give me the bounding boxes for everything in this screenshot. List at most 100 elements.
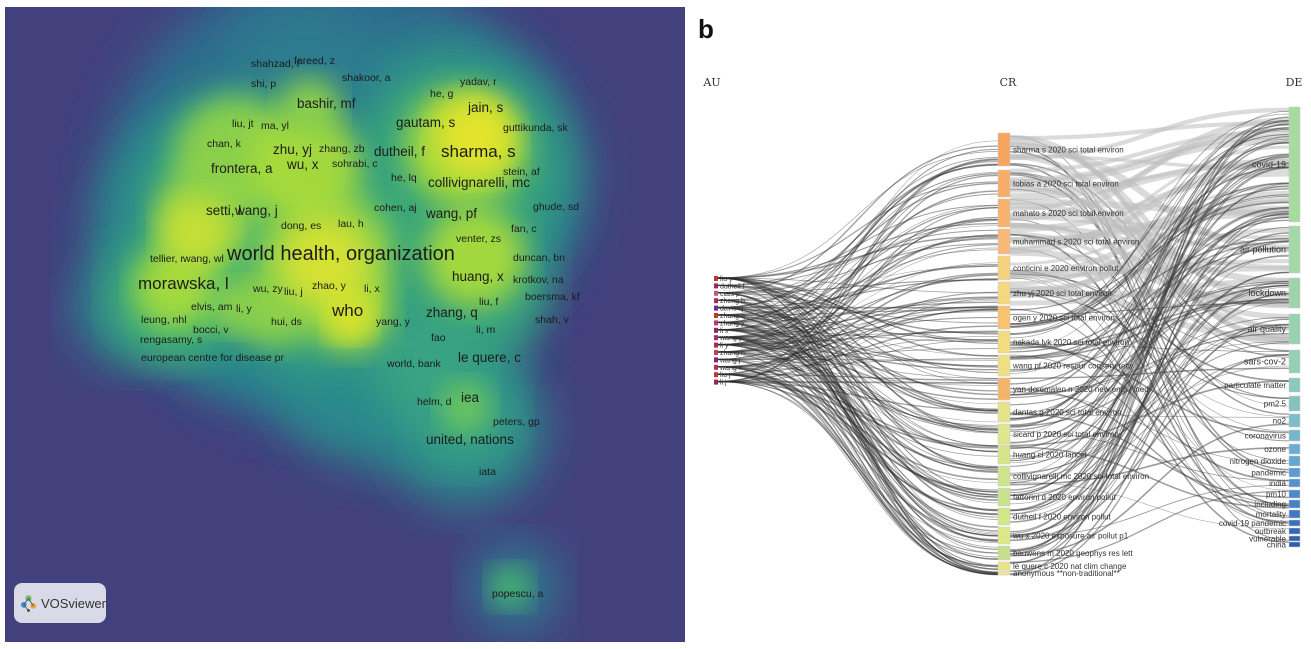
- cr-node-label: ogen y 2020 sci total environ: [1013, 314, 1115, 323]
- au-node-label: li j: [720, 380, 727, 387]
- au-node: [714, 328, 718, 333]
- de-node: [1289, 226, 1300, 273]
- density-term-label: liu, jt: [232, 118, 254, 130]
- de-node-label: mortality: [1256, 510, 1286, 519]
- density-term-label: bashir, mf: [297, 96, 356, 111]
- density-term-label: tellier, r: [150, 253, 184, 265]
- de-node: [1289, 378, 1300, 392]
- density-term-label: fao: [431, 332, 446, 344]
- cr-node: [998, 527, 1010, 544]
- au-node-label: liu j: [720, 372, 731, 379]
- au-node: [714, 306, 718, 311]
- cr-node: [998, 331, 1010, 353]
- de-node: [1289, 456, 1300, 466]
- cr-node: [998, 229, 1010, 254]
- cr-node: [998, 445, 1010, 464]
- cr-node: [998, 562, 1010, 570]
- density-term-label: li, x: [364, 283, 381, 295]
- density-term-label: rengasamy, s: [140, 334, 202, 346]
- cr-node: [998, 306, 1010, 329]
- density-term-label: li, y: [236, 303, 253, 315]
- de-node-label: ozone: [1264, 445, 1286, 454]
- cr-node: [998, 170, 1010, 197]
- au-node-label: wang x: [719, 365, 743, 372]
- cr-node: [998, 402, 1010, 422]
- density-term-label: sharma, s: [441, 142, 516, 161]
- cr-node: [998, 424, 1010, 444]
- cr-node-label: muhammad s 2020 sci total environ: [1013, 238, 1139, 247]
- au-node-label: zhang q: [720, 313, 745, 320]
- density-term-label: ma, yl: [261, 120, 289, 132]
- density-term-label: gautam, s: [396, 115, 456, 130]
- density-term-label: fareed, z: [294, 55, 335, 67]
- density-term-label: huang, x: [452, 269, 504, 284]
- de-node-label: covid-19: [1252, 160, 1286, 170]
- density-term-label: he, g: [430, 88, 454, 100]
- cr-node: [998, 378, 1010, 400]
- de-node: [1289, 490, 1300, 498]
- density-term-label: guttikunda, sk: [503, 122, 569, 134]
- density-term-label: world health, organization: [226, 243, 455, 265]
- density-term-label: liu, f: [479, 296, 498, 308]
- de-node-label: pandemic: [1251, 469, 1286, 478]
- density-term-label: ghude, sd: [533, 201, 579, 213]
- density-term-label: boersma, kf: [525, 291, 580, 303]
- column-header-de: DE: [1286, 76, 1303, 89]
- de-node: [1289, 479, 1300, 487]
- au-node-label: li x: [720, 328, 729, 335]
- de-node: [1289, 107, 1300, 222]
- cr-node-label: mahato s 2020 sci total environ: [1013, 209, 1124, 218]
- density-term-label: iata: [479, 466, 496, 478]
- density-term-label: liu, j: [284, 286, 303, 298]
- density-term-label: zhang, zb: [319, 143, 365, 155]
- density-term-label: popescu, a: [492, 588, 544, 600]
- de-node: [1289, 430, 1300, 441]
- cr-node-label: dutheil f 2020 environ pollut: [1013, 513, 1112, 522]
- sankey-link-au-cr: [718, 374, 998, 566]
- cr-node-label: sharma s 2020 sci total environ: [1013, 146, 1124, 155]
- cr-node-label: dantas g 2020 sci total environ: [1013, 408, 1122, 417]
- density-term-label: united, nations: [426, 432, 514, 447]
- au-node-label: zhang y: [720, 320, 745, 327]
- density-term-label: yang, y: [376, 316, 411, 328]
- cr-node-label: sicard p 2020 sci total environ: [1013, 430, 1119, 439]
- au-node: [714, 298, 718, 303]
- cr-node: [998, 546, 1010, 560]
- density-term-label: krotkov, na: [513, 274, 564, 286]
- de-node: [1289, 468, 1300, 477]
- cr-node-label: fattorini d 2020 environ pollut: [1013, 493, 1117, 502]
- au-node-label: dutheil f: [720, 283, 745, 290]
- cr-node: [998, 199, 1010, 227]
- de-node-label: coronavirus: [1245, 432, 1286, 441]
- density-term-label: hui, ds: [271, 316, 302, 328]
- au-node: [714, 343, 718, 348]
- cr-node: [998, 488, 1010, 506]
- au-node: [714, 350, 718, 355]
- cr-node: [998, 133, 1010, 166]
- density-term-label: shi, p: [251, 78, 276, 90]
- density-term-label: collivignarelli, mc: [428, 175, 530, 190]
- au-node-label: wang j: [719, 357, 741, 364]
- au-node: [714, 276, 718, 281]
- de-node: [1289, 278, 1300, 308]
- density-term-label: world, bank: [386, 358, 441, 370]
- de-node-label: sars-cov-2: [1244, 357, 1286, 367]
- vosviewer-badge: VOSviewer: [14, 583, 106, 623]
- de-node-label: particulate matter: [1224, 381, 1286, 390]
- density-term-label: leung, nhl: [141, 314, 187, 326]
- density-term-label: helm, d: [417, 396, 452, 408]
- au-node: [714, 320, 718, 325]
- cr-node-label: zhu yj 2020 sci total environ: [1013, 289, 1112, 298]
- cr-node: [998, 508, 1010, 525]
- cr-node-label: wu x 2020 exposure air pollut p1: [1012, 532, 1129, 541]
- cr-node-label: yan doremalen n 2020 new engl j med: [1013, 385, 1149, 394]
- density-term-label: shahzad, f: [251, 58, 300, 70]
- density-term-label: zhu, yj: [273, 142, 312, 157]
- density-term-label: fan, c: [511, 223, 537, 235]
- density-term-label: wu, x: [286, 157, 319, 172]
- cr-node-label: huang cl 2020 lancet: [1013, 451, 1088, 460]
- de-node: [1289, 536, 1300, 541]
- au-node: [714, 380, 718, 385]
